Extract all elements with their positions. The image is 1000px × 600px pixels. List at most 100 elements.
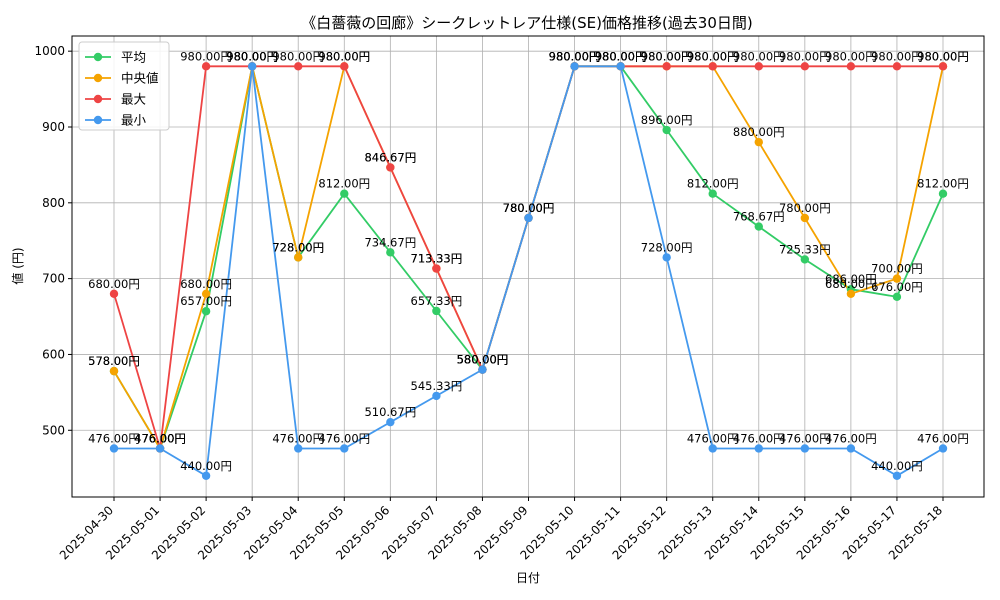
data-point — [662, 253, 671, 262]
data-label: 980.00円 — [549, 49, 601, 63]
data-label: 768.67円 — [733, 210, 785, 224]
data-point — [800, 213, 810, 223]
data-point — [201, 471, 211, 480]
data-label: 580.00円 — [457, 353, 509, 367]
data-point — [109, 444, 119, 453]
data-label: 812.00円 — [917, 177, 969, 191]
data-point — [800, 62, 810, 71]
data-label: 780.00円 — [503, 201, 555, 215]
data-label: 580.00円 — [457, 353, 509, 367]
data-label: 686.00円 — [825, 272, 877, 286]
y-axis-label: 値 (円) — [10, 247, 25, 284]
data-label: 980.00円 — [226, 49, 278, 63]
data-point — [386, 163, 395, 172]
data-point — [201, 289, 211, 298]
data-label: 476.00円 — [917, 431, 969, 445]
data-point — [708, 62, 717, 71]
data-label: 980.00円 — [318, 49, 370, 63]
data-label: 980.00円 — [733, 49, 785, 63]
data-point — [294, 62, 303, 71]
data-label: 725.33円 — [779, 242, 831, 256]
data-label: 780.00円 — [779, 201, 831, 215]
data-point — [662, 62, 671, 71]
data-label: 980.00円 — [917, 49, 969, 63]
data-point — [294, 444, 303, 453]
data-point — [109, 289, 119, 298]
data-label: 980.00円 — [871, 49, 923, 63]
data-label: 440.00円 — [871, 459, 923, 473]
data-point — [340, 62, 349, 71]
data-label: 700.00円 — [871, 262, 923, 276]
data-point — [892, 62, 902, 71]
data-label: 980.00円 — [226, 49, 278, 63]
y-tick-label: 800 — [42, 196, 65, 210]
data-label: 476.00円 — [779, 431, 831, 445]
data-label: 980.00円 — [549, 49, 601, 63]
data-point — [938, 444, 948, 453]
data-point — [754, 444, 763, 453]
data-label: 578.00円 — [88, 354, 140, 368]
y-tick-label: 600 — [42, 347, 65, 361]
data-label: 728.00円 — [641, 240, 693, 254]
data-label: 896.00円 — [641, 113, 693, 127]
data-label: 780.00円 — [503, 201, 555, 215]
data-label: 846.67円 — [364, 150, 416, 164]
data-label: 476.00円 — [825, 431, 877, 445]
data-point — [846, 289, 856, 298]
data-label: 676.00円 — [871, 280, 923, 294]
data-label: 812.00円 — [687, 177, 739, 191]
y-tick-label: 900 — [42, 120, 65, 134]
data-point — [754, 62, 763, 71]
legend-label: 最大 — [121, 92, 146, 107]
data-label: 980.00円 — [595, 49, 647, 63]
legend-marker — [93, 73, 103, 83]
data-point — [938, 62, 948, 71]
legend-marker — [93, 52, 103, 62]
y-tick-label: 700 — [42, 272, 65, 286]
legend-label: 最小 — [121, 113, 147, 128]
data-label: 476.00円 — [134, 431, 186, 445]
data-label: 476.00円 — [318, 431, 370, 445]
data-label: 476.00円 — [687, 431, 739, 445]
data-labels: 578.00円 476.00円 657.00円 980.00円 728.00円 812.0… — [88, 49, 969, 472]
data-label: 476.00円 — [134, 431, 186, 445]
data-point — [662, 125, 671, 135]
data-point — [524, 213, 533, 223]
data-label: 980.00円 — [825, 49, 877, 63]
data-label: 980.00円 — [595, 49, 647, 63]
data-point — [754, 137, 763, 147]
data-label: 980.00円 — [641, 49, 693, 63]
data-label: 580.00円 — [457, 353, 509, 367]
data-label: 734.67円 — [364, 235, 416, 249]
data-label: 980.00円 — [549, 49, 601, 63]
data-point — [201, 62, 211, 71]
data-label: 728.00円 — [272, 240, 324, 254]
data-label: 980.00円 — [687, 49, 739, 63]
y-tick-label: 500 — [42, 423, 65, 437]
x-axis: 2025-04-302025-05-012025-05-022025-05-03… — [57, 497, 945, 562]
data-label: 476.00円 — [733, 431, 785, 445]
data-label: 657.00円 — [180, 294, 232, 308]
data-label: 980.00円 — [779, 49, 831, 63]
legend-marker — [93, 115, 103, 125]
data-label: 980.00円 — [226, 49, 278, 63]
data-point — [800, 255, 810, 264]
data-point — [155, 444, 165, 453]
data-label: 980.00円 — [595, 49, 647, 63]
data-label: 980.00円 — [687, 49, 739, 63]
data-point — [846, 444, 856, 453]
data-label: 780.00円 — [503, 201, 555, 215]
data-point — [616, 62, 625, 71]
grid-lines — [72, 36, 984, 497]
y-axis: 500 600 700 800 900 1000 — [34, 44, 72, 437]
data-point — [201, 307, 211, 316]
data-point — [846, 62, 856, 71]
legend-box — [78, 41, 170, 131]
data-label: 657.33円 — [411, 294, 463, 308]
data-point — [754, 222, 763, 231]
data-label: 980.00円 — [180, 49, 232, 63]
data-label: 980.00円 — [549, 49, 601, 63]
legend-label: 中央値 — [121, 71, 159, 86]
data-label: 713.33円 — [411, 252, 463, 266]
